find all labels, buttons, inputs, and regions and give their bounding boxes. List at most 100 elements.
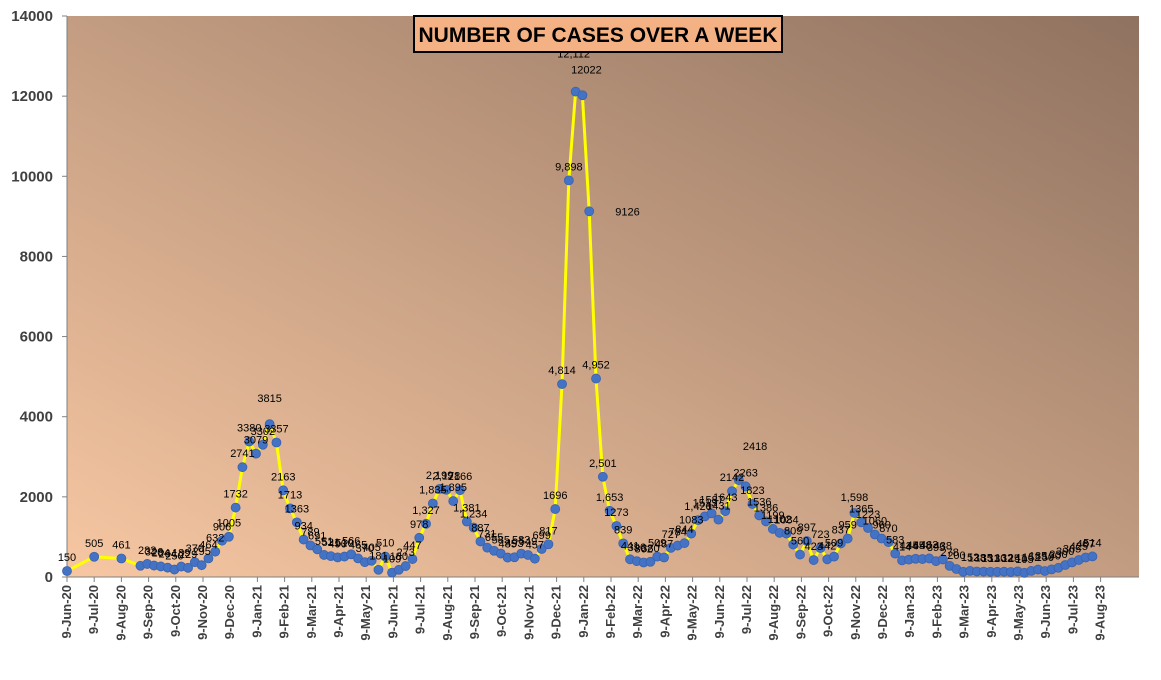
data-label: 434 — [900, 541, 918, 553]
data-point — [747, 499, 758, 509]
data-point — [733, 475, 744, 486]
data-label: 448 — [913, 540, 931, 552]
data-label: 414 — [893, 541, 911, 553]
data-point — [285, 503, 295, 514]
x-tick-label: 9-Jul-22 — [739, 585, 754, 634]
data-label: 551 — [315, 536, 333, 548]
data-label: 4,814 — [548, 365, 576, 377]
data-point — [448, 496, 459, 506]
data-label: 3357 — [264, 423, 288, 435]
data-label: 1363 — [285, 503, 309, 515]
x-axis: 9-Jun-20 9-Jul-20 9-Aug-20 9-Sep-20 9-Oct-20… — [59, 576, 1139, 641]
data-label: 362 — [634, 543, 652, 555]
y-tick-label: 8000 — [20, 248, 53, 265]
data-label: 370 — [186, 543, 204, 555]
x-tick-label: 9-Feb-22 — [603, 585, 618, 638]
x-tick-label: 9-Nov-21 — [521, 585, 536, 640]
data-label: 691 — [308, 530, 326, 542]
data-label: 784 — [668, 527, 686, 539]
data-point — [298, 534, 309, 545]
data-label: 1431 — [706, 501, 730, 513]
data-label: 380 — [641, 543, 659, 555]
x-tick-label: 9-Dec-22 — [875, 585, 890, 639]
data-label: 887 — [471, 522, 489, 534]
data-label: 960 — [872, 520, 890, 532]
data-label: 1,835 — [419, 484, 447, 496]
data-label: 1713 — [278, 489, 302, 501]
x-tick-label: 9-Mar-21 — [304, 585, 319, 638]
data-label: 1083 — [679, 515, 703, 527]
data-label: 230 — [1049, 549, 1067, 561]
data-point — [815, 543, 826, 553]
data-label: 273 — [396, 547, 414, 559]
data-point — [89, 551, 100, 562]
data-label: 1823 — [740, 485, 764, 497]
data-label: 2,178 — [433, 471, 461, 483]
x-tick-label: 9-Jan-22 — [576, 585, 591, 638]
x-tick-label: 9-Aug-22 — [766, 585, 781, 641]
x-tick-label: 9-Feb-21 — [277, 585, 292, 638]
data-point — [557, 379, 567, 389]
data-label: 132 — [995, 553, 1013, 565]
data-label: 1102 — [768, 514, 792, 526]
data-label: 487 — [655, 538, 673, 550]
data-label: 1,895 — [439, 482, 467, 494]
data-point — [795, 549, 805, 560]
data-label: 583 — [512, 535, 530, 547]
data-label: 1,653 — [596, 492, 624, 504]
x-tick-label: 9-Apr-22 — [657, 585, 672, 638]
data-point — [116, 553, 127, 564]
data-point — [679, 538, 690, 549]
data-label: 1732 — [223, 489, 247, 501]
data-label: 817 — [539, 525, 557, 537]
data-label: 3302 — [251, 426, 275, 438]
data-point — [203, 553, 214, 564]
data-label: 395 — [927, 542, 945, 554]
data-label: 510 — [376, 538, 394, 550]
y-tick-label: 4000 — [20, 409, 53, 426]
data-point — [183, 562, 193, 573]
data-label: 837 — [832, 524, 850, 536]
data-label: 1386 — [754, 502, 778, 514]
data-label: 264 — [158, 549, 176, 561]
x-tick-label: 9-Feb-23 — [929, 585, 944, 638]
data-label: 461 — [112, 540, 130, 552]
data-label: 229 — [179, 549, 197, 561]
data-label: 1587 — [699, 494, 723, 506]
data-label: 870 — [879, 523, 897, 535]
data-label: 455 — [906, 540, 924, 552]
data-label: 3380 — [237, 423, 261, 435]
data-label: 141 — [1008, 552, 1026, 564]
data-point — [400, 561, 411, 571]
data-label: 300 — [1056, 546, 1074, 558]
data-point — [468, 522, 479, 533]
data-label: 190 — [1042, 550, 1060, 562]
x-tick-label: 9-Jul-21 — [413, 585, 428, 634]
x-tick-label: 9-Jul-23 — [1065, 585, 1080, 634]
data-label: 723 — [811, 529, 829, 541]
data-label: 934 — [294, 521, 312, 533]
data-label: 2166 — [448, 471, 472, 483]
data-label: 326 — [145, 547, 163, 559]
data-label: 1696 — [543, 490, 567, 502]
data-point — [720, 506, 731, 517]
data-label: 465 — [349, 539, 367, 551]
data-point — [230, 502, 241, 513]
data-label: 250 — [165, 551, 183, 563]
data-label: 566 — [342, 535, 360, 547]
data-label: 487 — [1076, 538, 1094, 550]
data-label: 138 — [968, 552, 986, 564]
data-label: 370 — [356, 543, 374, 555]
y-tick-label: 2000 — [20, 489, 53, 506]
data-label: 1199 — [761, 510, 785, 522]
data-label: 405 — [362, 542, 380, 554]
data-label: 109 — [383, 554, 401, 566]
x-tick-label: 9-Aug-23 — [1093, 585, 1108, 641]
data-point — [563, 175, 574, 186]
data-label: 485 — [498, 539, 516, 551]
data-point — [257, 439, 268, 450]
data-label: 282 — [138, 545, 156, 557]
data-label: 1,234 — [460, 509, 488, 521]
data-label: 1,598 — [841, 492, 869, 504]
